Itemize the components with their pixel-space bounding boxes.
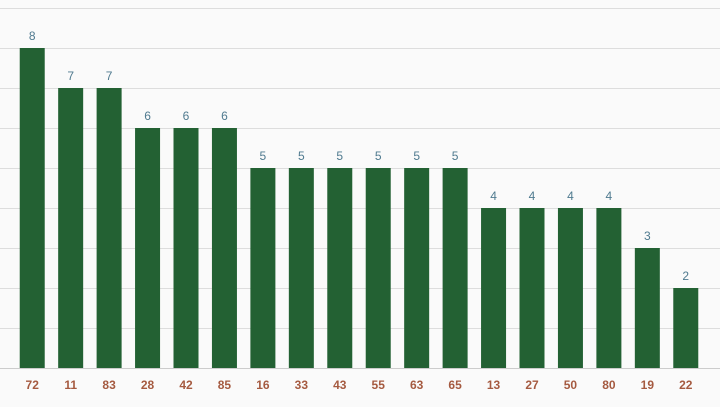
category-label-80: 80 [602, 378, 616, 392]
category-label-65: 65 [448, 378, 462, 392]
bar-42 [173, 128, 199, 368]
value-label-50: 4 [567, 189, 574, 203]
bar-63 [404, 168, 430, 368]
value-label-65: 5 [452, 149, 459, 163]
category-label-72: 72 [26, 378, 40, 392]
bar-50 [557, 208, 583, 368]
value-label-13: 4 [490, 189, 497, 203]
category-label-16: 16 [256, 378, 270, 392]
category-label-85: 85 [218, 378, 232, 392]
bar-28 [135, 128, 161, 368]
value-label-63: 5 [413, 149, 420, 163]
bar-27 [519, 208, 545, 368]
bar-83 [96, 88, 122, 368]
value-label-22: 2 [682, 269, 689, 283]
value-labels-group: 8 7 7 6 6 6 5 5 5 5 5 5 4 4 4 4 3 2 [29, 29, 690, 283]
category-label-55: 55 [372, 378, 386, 392]
bar-43 [327, 168, 353, 368]
bar-19 [634, 248, 660, 368]
bar-13 [481, 208, 507, 368]
value-label-27: 4 [529, 189, 536, 203]
value-label-33: 5 [298, 149, 305, 163]
value-label-43: 5 [336, 149, 343, 163]
category-label-22: 22 [679, 378, 693, 392]
category-label-33: 33 [295, 378, 309, 392]
bar-16 [250, 168, 276, 368]
category-label-50: 50 [564, 378, 578, 392]
bar-22 [673, 288, 699, 368]
bar-72 [19, 48, 45, 368]
category-label-43: 43 [333, 378, 347, 392]
category-label-83: 83 [102, 378, 116, 392]
bar-33 [288, 168, 314, 368]
bar-65 [442, 168, 468, 368]
category-label-63: 63 [410, 378, 424, 392]
bar-80 [596, 208, 622, 368]
value-label-16: 5 [260, 149, 267, 163]
category-label-27: 27 [525, 378, 539, 392]
value-label-80: 4 [606, 189, 613, 203]
bar-55 [365, 168, 391, 368]
category-label-13: 13 [487, 378, 501, 392]
bar-85 [211, 128, 237, 368]
value-label-19: 3 [644, 229, 651, 243]
value-label-55: 5 [375, 149, 382, 163]
value-label-42: 6 [183, 109, 190, 123]
category-label-11: 11 [64, 378, 77, 392]
value-label-85: 6 [221, 109, 228, 123]
category-labels-group: 72 11 83 28 42 85 16 33 43 55 63 65 13 27 50 80 19 22 [26, 378, 693, 392]
bar-11 [58, 88, 84, 368]
value-label-72: 8 [29, 29, 36, 43]
value-label-83: 7 [106, 69, 113, 83]
value-label-11: 7 [67, 69, 74, 83]
bars-group [19, 48, 699, 368]
category-label-42: 42 [179, 378, 193, 392]
category-label-19: 19 [641, 378, 655, 392]
category-label-28: 28 [141, 378, 155, 392]
value-label-28: 6 [144, 109, 151, 123]
